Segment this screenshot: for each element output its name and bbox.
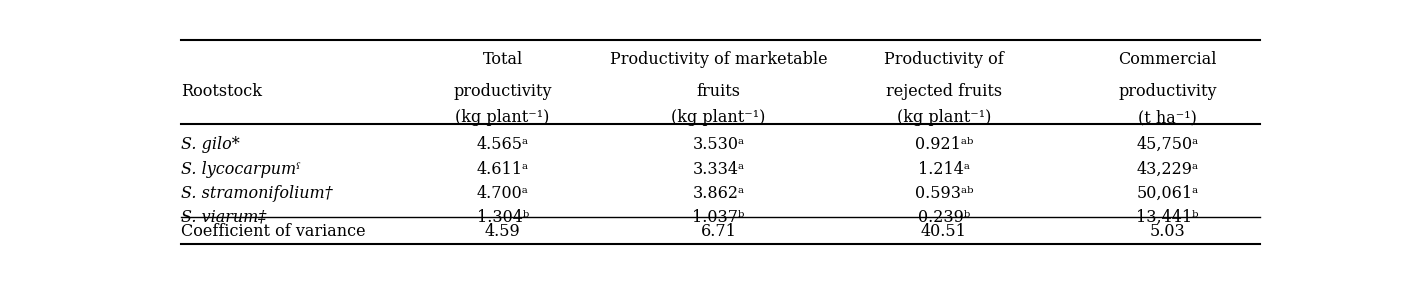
- Text: S. stramonifolium†: S. stramonifolium†: [181, 185, 333, 202]
- Text: Commercial: Commercial: [1118, 51, 1216, 69]
- Text: Rootstock: Rootstock: [181, 83, 262, 100]
- Text: 40.51: 40.51: [921, 223, 967, 240]
- Text: 13,441ᵇ: 13,441ᵇ: [1136, 209, 1198, 226]
- Text: 1.037ᵇ: 1.037ᵇ: [692, 209, 745, 226]
- Text: 4.565ᵃ: 4.565ᵃ: [477, 136, 529, 153]
- Text: 0.593ᵃᵇ: 0.593ᵃᵇ: [915, 185, 973, 202]
- Text: 3.334ᵃ: 3.334ᵃ: [692, 161, 744, 178]
- Text: (kg plant⁻¹): (kg plant⁻¹): [456, 109, 550, 126]
- Text: rejected fruits: rejected fruits: [886, 83, 1002, 100]
- Text: productivity: productivity: [1118, 83, 1216, 100]
- Text: 1.304ᵇ: 1.304ᵇ: [477, 209, 529, 226]
- Text: 45,750ᵃ: 45,750ᵃ: [1136, 136, 1198, 153]
- Text: 4.611ᵃ: 4.611ᵃ: [477, 161, 529, 178]
- Text: 4.700ᵃ: 4.700ᵃ: [477, 185, 529, 202]
- Text: 1.214ᵃ: 1.214ᵃ: [918, 161, 970, 178]
- Text: S. gilo*: S. gilo*: [181, 136, 240, 153]
- Text: Productivity of marketable: Productivity of marketable: [610, 51, 827, 69]
- Text: 5.03: 5.03: [1150, 223, 1185, 240]
- Text: 6.71: 6.71: [700, 223, 737, 240]
- Text: S. lycocarpumˤ: S. lycocarpumˤ: [181, 161, 301, 178]
- Text: 50,061ᵃ: 50,061ᵃ: [1136, 185, 1198, 202]
- Text: 3.530ᵃ: 3.530ᵃ: [692, 136, 744, 153]
- Text: (kg plant⁻¹): (kg plant⁻¹): [671, 109, 766, 126]
- Text: 3.862ᵃ: 3.862ᵃ: [692, 185, 744, 202]
- Text: productivity: productivity: [453, 83, 553, 100]
- Text: fruits: fruits: [696, 83, 741, 100]
- Text: S. viarum‡: S. viarum‡: [181, 209, 267, 226]
- Text: (kg plant⁻¹): (kg plant⁻¹): [897, 109, 991, 126]
- Text: 0.239ᵇ: 0.239ᵇ: [918, 209, 970, 226]
- Text: Coefficient of variance: Coefficient of variance: [181, 223, 366, 240]
- Text: Productivity of: Productivity of: [884, 51, 1004, 69]
- Text: Total: Total: [482, 51, 523, 69]
- Text: (t ha⁻¹): (t ha⁻¹): [1137, 109, 1197, 126]
- Text: 0.921ᵃᵇ: 0.921ᵃᵇ: [915, 136, 973, 153]
- Text: 4.59: 4.59: [485, 223, 520, 240]
- Text: 43,229ᵃ: 43,229ᵃ: [1136, 161, 1198, 178]
